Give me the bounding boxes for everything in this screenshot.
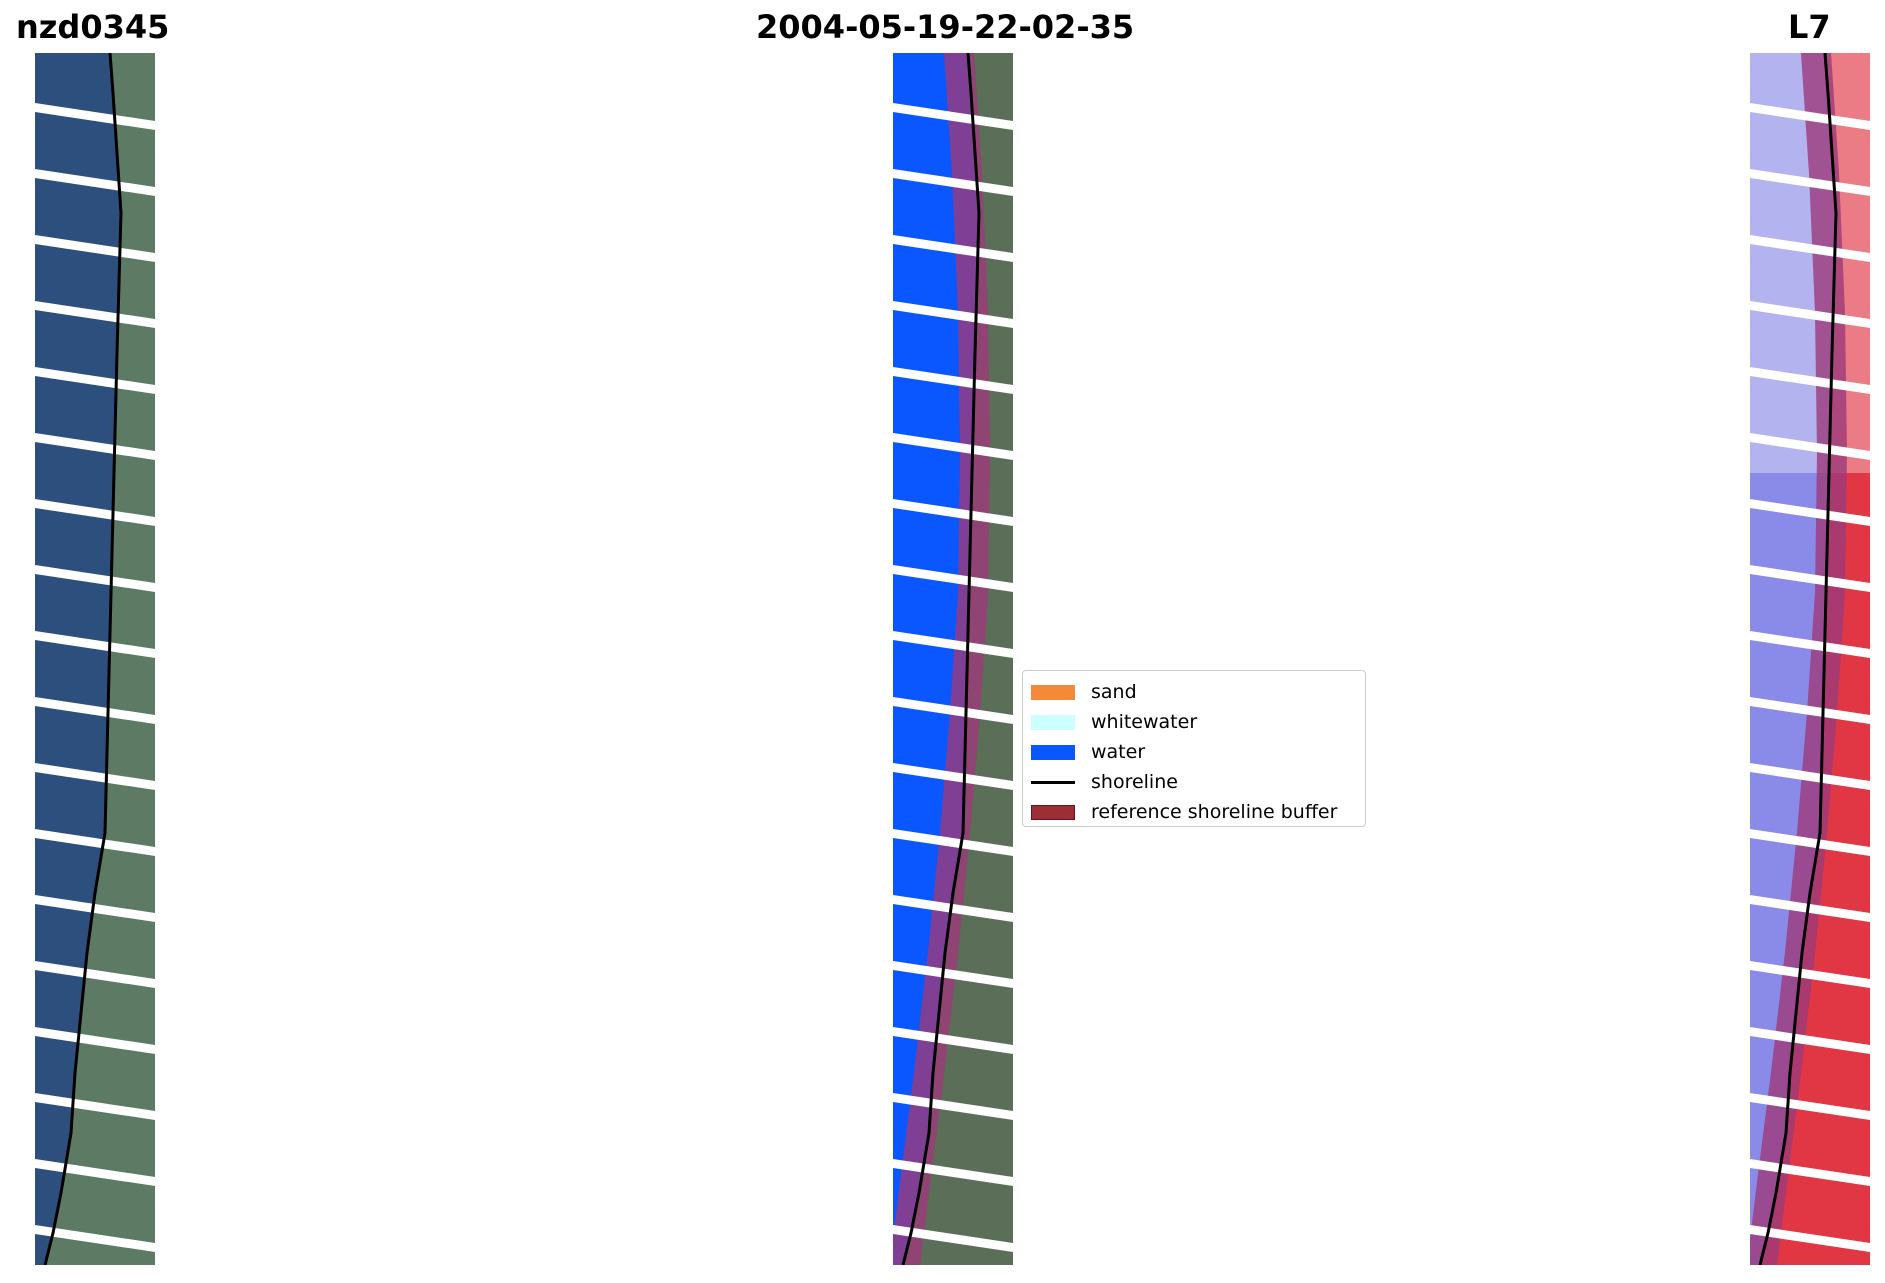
legend-swatch-water [1031, 744, 1075, 760]
legend-label-shoreline: shoreline [1091, 771, 1178, 793]
panel-title-site: nzd0345 [16, 8, 170, 46]
legend-swatch-whitewater [1031, 714, 1075, 730]
water-index-panel [1750, 53, 1870, 1265]
legend-swatch-shoreline [1031, 780, 1075, 784]
legend-label-water: water [1091, 741, 1146, 763]
legend-item-sand: sand [1031, 677, 1357, 707]
rgb-image-panel [35, 53, 155, 1265]
legend-item-reference-buffer: reference shoreline buffer [1031, 797, 1357, 827]
panel-title-satellite: L7 [1788, 8, 1831, 46]
legend-item-shoreline: shoreline [1031, 767, 1357, 797]
legend-swatch-reference-buffer [1031, 804, 1075, 820]
legend: sand whitewater water shoreline referenc… [1022, 670, 1366, 827]
shoreline-trace [43, 53, 123, 1265]
legend-item-whitewater: whitewater [1031, 707, 1357, 737]
legend-swatch-sand [1031, 684, 1075, 700]
legend-label-whitewater: whitewater [1091, 711, 1198, 733]
panel-title-date: 2004-05-19-22-02-35 [756, 8, 1135, 46]
legend-label-reference-buffer: reference shoreline buffer [1091, 801, 1338, 823]
classified-image-panel [893, 53, 1013, 1265]
shoreline-trace [901, 53, 981, 1265]
legend-label-sand: sand [1091, 681, 1137, 703]
legend-item-water: water [1031, 737, 1357, 767]
shoreline-trace [1758, 53, 1838, 1265]
